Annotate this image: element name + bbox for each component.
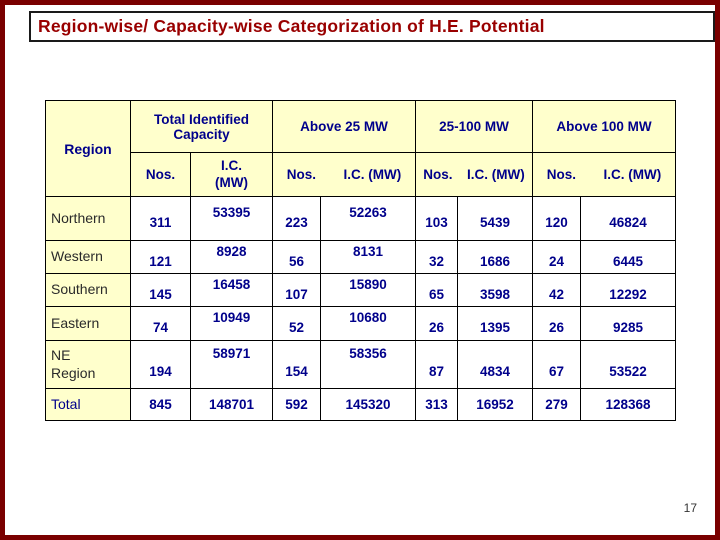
table-header-row-1: Region Total Identified Capacity Above 2… xyxy=(45,100,677,197)
row-label: NE Region xyxy=(45,340,131,389)
table-row-western: Western 121 8928 56 8131 32 1686 24 6445 xyxy=(45,240,677,274)
cell-ic: 8928 xyxy=(190,240,273,274)
subheader-pair-above-25: Nos. I.C. (MW) xyxy=(271,152,417,197)
cell-nos: 42 xyxy=(532,273,582,307)
cell-ic: 53395 xyxy=(190,196,273,241)
cell-ic: 46824 xyxy=(580,196,677,241)
page-number: 17 xyxy=(683,501,697,515)
subheader-pair-above-100: Nos. I.C. (MW) xyxy=(532,152,677,197)
subheader-ic-label: I.C. (MW) xyxy=(343,167,402,182)
cell-ic: 15890 xyxy=(319,273,417,307)
cell-nos: 26 xyxy=(415,306,459,341)
cell-ic: 12292 xyxy=(580,273,677,307)
column-header-above-100-mw: Above 100 MW xyxy=(532,100,677,153)
cell-ic: 52263 xyxy=(319,196,417,241)
page-title: Region-wise/ Capacity-wise Categorizatio… xyxy=(38,16,545,36)
cell-nos: 121 xyxy=(130,240,191,274)
column-header-total-identified-capacity: Total Identified Capacity xyxy=(130,100,273,153)
cell-ic: 53522 xyxy=(580,340,677,389)
table-row-eastern: Eastern 74 10949 52 10680 26 1395 26 928… xyxy=(45,306,677,341)
cell-ic: 5439 xyxy=(457,196,534,241)
cell-nos: 24 xyxy=(532,240,582,274)
table-row-northern: Northern 311 53395 223 52263 103 5439 12… xyxy=(45,196,677,241)
slide-title-bar: Region-wise/ Capacity-wise Categorizatio… xyxy=(29,11,715,42)
row-label: Eastern xyxy=(45,306,131,341)
subheader-pair-25-100: Nos. I.C. (MW) xyxy=(415,152,534,197)
cell-nos: 592 xyxy=(272,388,321,421)
cell-nos: 279 xyxy=(532,388,582,421)
table-row-ne-region: NE Region 194 58971 154 58356 87 4834 67… xyxy=(45,340,677,389)
subheader-nos-label: Nos. xyxy=(423,167,453,182)
cell-ic: 58971 xyxy=(190,340,273,389)
cell-ic: 1686 xyxy=(457,240,534,274)
cell-nos: 26 xyxy=(532,306,582,341)
subheader-ic-total: I.C. (MW) xyxy=(190,152,273,197)
cell-nos: 74 xyxy=(130,306,191,341)
cell-ic: 4834 xyxy=(457,340,534,389)
subheader-ic-label: I.C. (MW) xyxy=(603,167,662,182)
cell-nos: 65 xyxy=(415,273,459,307)
cell-ic: 10949 xyxy=(190,306,273,341)
cell-ic: 9285 xyxy=(580,306,677,341)
column-header-region: Region xyxy=(45,100,131,197)
subheader-nos-label: Nos. xyxy=(145,167,176,182)
cell-ic: 6445 xyxy=(580,240,677,274)
subheader-nos-total: Nos. xyxy=(130,152,191,197)
row-label: Southern xyxy=(45,273,131,307)
subheader-ic-label: I.C. (MW) xyxy=(467,167,525,182)
cell-ic: 58356 xyxy=(319,340,417,389)
column-header-25-100-mw: 25-100 MW xyxy=(415,100,534,153)
cell-nos: 311 xyxy=(130,196,191,241)
subheader-nos-label: Nos. xyxy=(546,167,577,182)
subheader-nos-label: Nos. xyxy=(286,167,317,182)
row-label: Total xyxy=(45,388,131,421)
cell-nos: 67 xyxy=(532,340,582,389)
cell-ic: 145320 xyxy=(319,388,417,421)
cell-ic: 1395 xyxy=(457,306,534,341)
cell-nos: 107 xyxy=(272,273,321,307)
cell-nos: 845 xyxy=(130,388,191,421)
cell-ic: 128368 xyxy=(580,388,677,421)
cell-nos: 52 xyxy=(272,306,321,341)
table-header-row-2: Nos. I.C. (MW) Nos. I.C. (MW) Nos. I.C. … xyxy=(46,152,677,197)
row-label: Western xyxy=(45,240,131,274)
column-header-above-25-mw: Above 25 MW xyxy=(271,100,417,153)
cell-nos: 154 xyxy=(272,340,321,389)
cell-ic: 16458 xyxy=(190,273,273,307)
cell-ic: 16952 xyxy=(457,388,534,421)
cell-nos: 145 xyxy=(130,273,191,307)
he-potential-table: Region Total Identified Capacity Above 2… xyxy=(45,100,677,421)
row-label: Northern xyxy=(45,196,131,241)
cell-nos: 87 xyxy=(415,340,459,389)
cell-ic: 148701 xyxy=(190,388,273,421)
table-row-southern: Southern 145 16458 107 15890 65 3598 42 … xyxy=(45,273,677,307)
cell-ic: 8131 xyxy=(319,240,417,274)
cell-nos: 56 xyxy=(272,240,321,274)
cell-nos: 32 xyxy=(415,240,459,274)
cell-nos: 103 xyxy=(415,196,459,241)
table-row-total: Total 845 148701 592 145320 313 16952 27… xyxy=(45,388,677,421)
cell-ic: 3598 xyxy=(457,273,534,307)
cell-nos: 120 xyxy=(532,196,582,241)
cell-nos: 194 xyxy=(130,340,191,389)
subheader-ic-label: I.C. (MW) xyxy=(215,158,248,190)
cell-nos: 313 xyxy=(415,388,459,421)
cell-ic: 10680 xyxy=(319,306,417,341)
cell-nos: 223 xyxy=(272,196,321,241)
